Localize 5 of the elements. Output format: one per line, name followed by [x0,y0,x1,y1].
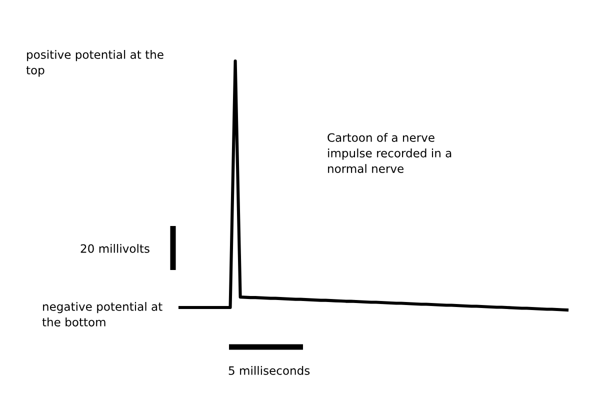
text: positive potential at the top [26,50,164,77]
text: 20 millivolts [80,244,150,253]
annotation: Cartoon of a nerve impulse recorded in a normal nerve [328,133,452,173]
text: 5 milliseconds [228,366,310,375]
text: negative potential at the bottom [42,302,162,326]
